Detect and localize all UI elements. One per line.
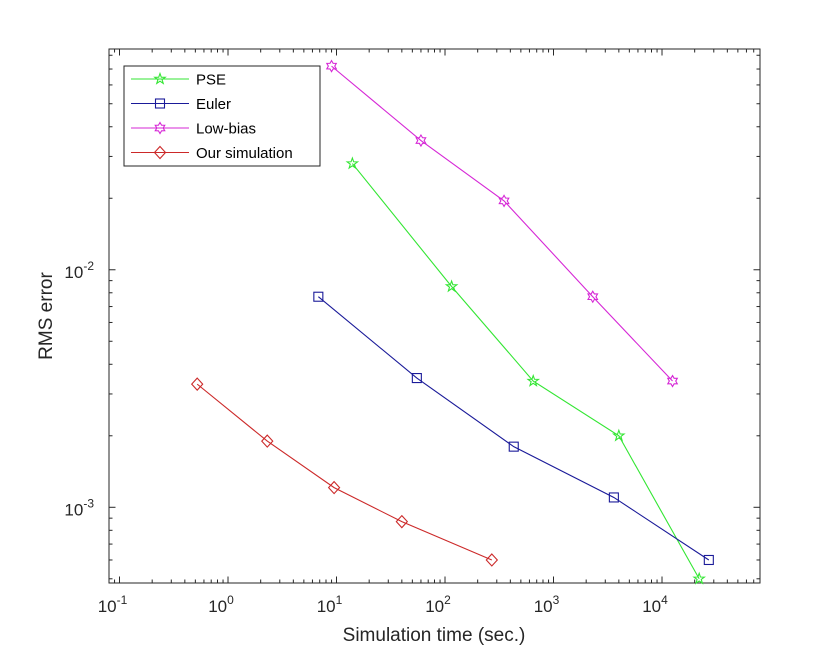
x-tick-label: 100 (208, 593, 234, 616)
series-low-bias (325, 59, 679, 388)
data-point-pse (612, 428, 626, 442)
y-minor-ticks (109, 54, 760, 580)
y-axis-label: RMS error (36, 272, 57, 360)
data-point-our-simulation (485, 553, 499, 567)
x-minor-ticks (114, 49, 755, 583)
x-axis-ticks: 10-1 100 101 102 103 104 (98, 49, 668, 616)
data-point-low-bias (666, 374, 679, 388)
legend-label: PSE (196, 72, 226, 89)
x-tick-label: 101 (317, 593, 343, 616)
data-point-pse (444, 279, 459, 293)
series-euler (313, 291, 714, 566)
legend-item-our-simulation: Our simulation (131, 145, 293, 162)
data-point-our-simulation (190, 377, 204, 391)
legend-marker (154, 98, 166, 109)
data-point-pse (345, 156, 360, 170)
legend-item-low-bias: Low-bias (131, 121, 256, 138)
series-line-pse (351, 163, 700, 580)
data-point-our-simulation (261, 434, 274, 448)
x-tick-label: 10-1 (98, 593, 128, 616)
y-axis-ticks: 10-3 10-2 (64, 259, 760, 519)
data-point-euler (508, 441, 519, 452)
x-axis-label: Simulation time (sec.) (343, 625, 526, 646)
data-point-our-simulation (395, 514, 409, 529)
legend-marker (154, 121, 166, 135)
legend-item-euler: Euler (131, 96, 231, 113)
data-point-euler (608, 492, 619, 503)
data-point-low-bias (587, 290, 599, 304)
legend-marker (153, 145, 167, 160)
y-tick-label: 10-3 (64, 496, 94, 519)
series-line-low-bias (331, 65, 673, 382)
legend-marker (153, 71, 167, 85)
data-point-low-bias (325, 59, 338, 73)
legend-label: Euler (196, 96, 231, 113)
x-tick-label: 104 (642, 593, 668, 616)
data-point-our-simulation (327, 480, 341, 495)
data-point-euler (703, 554, 714, 566)
x-tick-label: 103 (534, 593, 560, 616)
data-point-euler (411, 373, 422, 384)
legend: PSE Euler Low-bias Our simulation (123, 65, 321, 167)
data-point-low-bias (415, 133, 427, 148)
y-tick-label: 10-2 (64, 259, 94, 282)
series-pse (345, 156, 706, 585)
x-tick-label: 102 (425, 593, 451, 616)
legend-label: Low-bias (196, 121, 256, 138)
series-line-our-simulation (196, 383, 493, 561)
data-point-euler (313, 291, 324, 302)
legend-item-pse: PSE (131, 72, 226, 89)
data-point-low-bias (498, 194, 510, 208)
series-our-simulation (190, 377, 499, 567)
legend-label: Our simulation (196, 145, 293, 162)
legend-items: PSE Euler Low-bias Our simulation (131, 72, 293, 162)
data-point-pse (526, 373, 541, 387)
data-point-pse (692, 571, 706, 585)
series-layer (190, 59, 714, 585)
series-line-euler (317, 296, 710, 561)
